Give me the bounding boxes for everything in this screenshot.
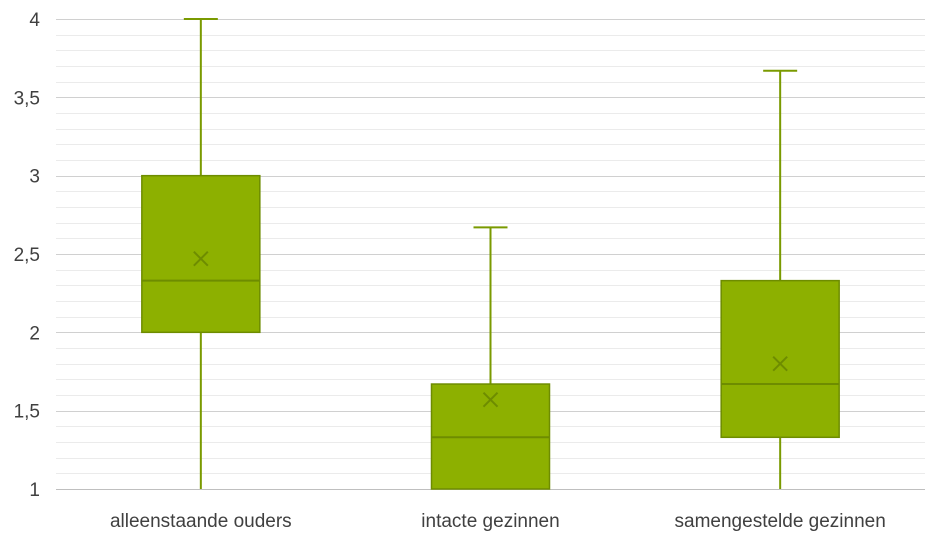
x-axis-category-labels: alleenstaande ouders intacte gezinnen same…: [110, 511, 886, 532]
y-tick-label: 1,5: [14, 402, 40, 423]
y-tick-label: 1: [29, 480, 40, 501]
y-tick-label: 3,5: [14, 88, 40, 109]
mean-marker: [193, 250, 209, 267]
y-tick-label: 4: [29, 10, 40, 31]
y-tick-label: 2: [29, 323, 40, 344]
y-tick-label: 3: [29, 167, 40, 188]
box-2: [430, 226, 551, 490]
boxes: [141, 18, 840, 490]
x-category-label: samengestelde gezinnen: [675, 511, 886, 532]
iqr-box: [720, 279, 840, 439]
mean-marker: [772, 355, 788, 372]
box-1: [141, 18, 261, 489]
y-tick-label: 2,5: [14, 245, 40, 266]
iqr-box: [141, 174, 261, 334]
y-axis-tick-labels: 1 1,5 2 2,5 3 3,5 4: [14, 10, 41, 501]
mean-marker: [482, 391, 499, 408]
x-category-label: intacte gezinnen: [421, 511, 559, 532]
box-3: [720, 69, 840, 489]
x-category-label: alleenstaande ouders: [110, 511, 292, 532]
